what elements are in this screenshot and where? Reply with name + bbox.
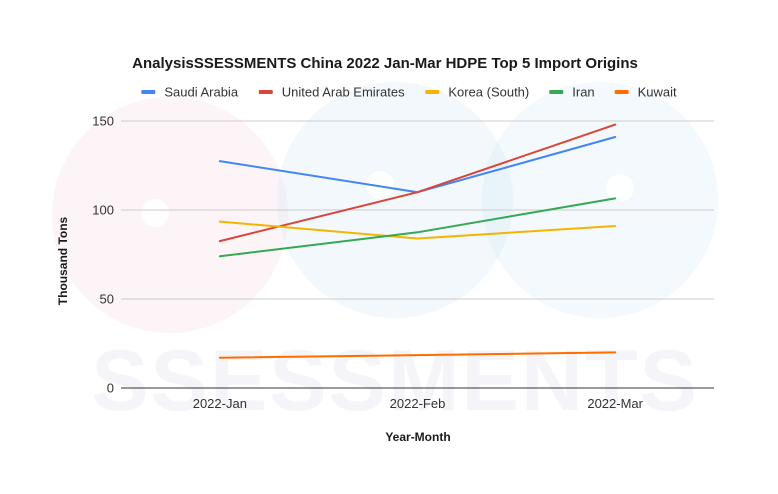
watermark-ring-left xyxy=(52,97,288,333)
legend-label-kuwait: Kuwait xyxy=(638,85,677,100)
series-line-kuwait xyxy=(218,351,617,359)
y-tick-label-50: 50 xyxy=(100,292,114,307)
x-axis-ticks: 2022-Jan 2022-Feb 2022-Mar xyxy=(193,396,644,411)
watermark-ring-middle xyxy=(277,82,513,318)
y-axis-ticks: 0 50 100 150 xyxy=(92,114,114,396)
legend-label-saudi-arabia: Saudi Arabia xyxy=(164,85,238,100)
gridlines xyxy=(121,120,714,389)
legend-swatch-korea-south xyxy=(425,90,440,94)
y-tick-label-0: 0 xyxy=(107,381,114,396)
x-tick-label-2022-Mar: 2022-Mar xyxy=(587,396,643,411)
x-tick-label-2022-Jan: 2022-Jan xyxy=(193,396,247,411)
series-line-united-arab-emirates xyxy=(218,123,617,243)
legend-label-united-arab-emirates: United Arab Emirates xyxy=(282,85,405,100)
series-line-iran xyxy=(218,197,617,258)
y-axis-title: Thousand Tons xyxy=(56,216,70,305)
legend-swatch-iran xyxy=(549,90,564,94)
watermark-text: SSESSMENTS xyxy=(91,333,699,429)
legend-swatch-united-arab-emirates xyxy=(258,90,273,94)
legend-swatch-kuwait xyxy=(614,90,629,94)
legend-label-iran: Iran xyxy=(572,85,594,100)
legend-label-korea-south: Korea (South) xyxy=(448,85,529,100)
watermark-dot-right xyxy=(606,174,634,202)
series-line-korea-south xyxy=(218,220,617,240)
y-tick-label-150: 150 xyxy=(92,114,114,129)
x-tick-label-2022-Feb: 2022-Feb xyxy=(390,396,446,411)
x-axis-title: Year-Month xyxy=(385,430,450,444)
legend: Saudi Arabia United Arab Emirates Korea (S… xyxy=(141,85,677,100)
series-lines xyxy=(218,123,617,359)
y-tick-label-100: 100 xyxy=(92,203,114,218)
watermark: SSESSMENTS xyxy=(52,82,718,429)
watermark-dot-middle xyxy=(366,171,394,199)
watermark-dot-left xyxy=(141,199,169,227)
chart-title: AnalysisSSESSMENTS China 2022 Jan-Mar HD… xyxy=(132,55,638,72)
legend-swatch-saudi-arabia xyxy=(141,90,156,94)
